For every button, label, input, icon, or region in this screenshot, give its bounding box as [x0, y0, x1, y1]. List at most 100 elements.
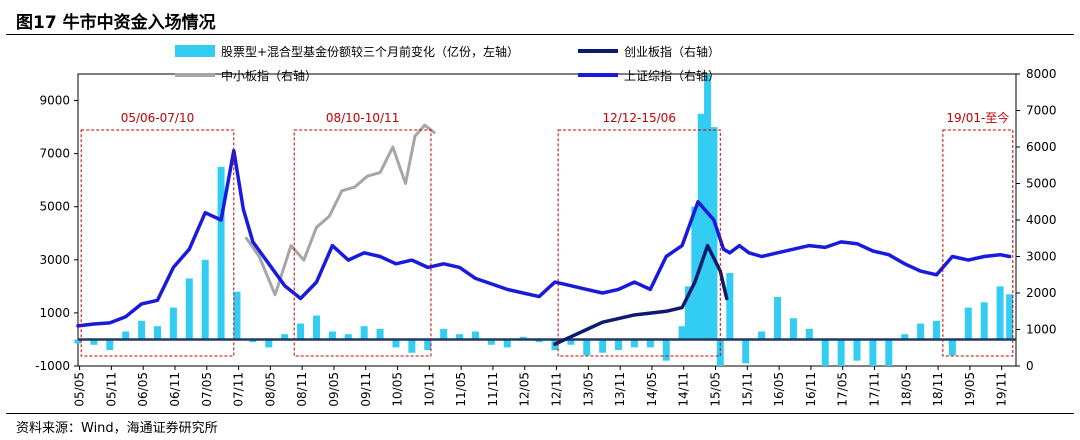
fund-bar: [408, 339, 416, 353]
right-tick-label: 7000: [1026, 104, 1057, 118]
fund-bar: [948, 339, 956, 356]
fund-bar: [138, 320, 146, 340]
fund-bar: [615, 339, 623, 351]
fund-bar: [704, 74, 712, 340]
fund-bar: [185, 278, 193, 340]
period-label: 08/10-10/11: [326, 111, 400, 125]
x-tick-label: 08/05: [263, 372, 277, 407]
left-tick-label: 1000: [39, 306, 70, 320]
chart-title: 图17 牛市中资金入场情况: [16, 13, 216, 33]
fund-bar: [312, 315, 320, 340]
x-tick-label: 11/11: [486, 372, 500, 407]
x-tick-label: 09/05: [327, 372, 341, 407]
fund-bar: [122, 331, 130, 340]
fund-bar: [153, 326, 161, 340]
fund-bar: [376, 328, 384, 340]
x-tick-label: 07/11: [232, 372, 246, 407]
fund-bar: [106, 339, 114, 351]
legend-label: 上证综指（右轴）: [624, 68, 720, 83]
x-tick-label: 13/05: [581, 372, 595, 407]
fund-bar: [74, 339, 82, 344]
right-tick-label: 2000: [1026, 286, 1057, 300]
fund-bar: [599, 339, 607, 353]
x-tick-label: 13/11: [613, 372, 627, 407]
fund-bar: [471, 331, 479, 340]
fund-bar: [249, 339, 257, 343]
x-tick-label: 18/11: [931, 372, 945, 407]
fund-bar: [774, 296, 782, 340]
x-tick-label: 17/05: [836, 372, 850, 407]
fund-bar: [646, 339, 654, 348]
x-tick-label: 09/11: [359, 372, 373, 407]
x-tick-label: 15/11: [740, 372, 754, 407]
x-tick-label: 19/05: [963, 372, 977, 407]
x-tick-label: 14/05: [645, 372, 659, 407]
chinext-index-line: [553, 243, 729, 346]
x-tick-label: 05/11: [104, 372, 118, 407]
left-tick-label: -1000: [35, 359, 70, 373]
fund-bar: [233, 291, 241, 340]
left-tick-label: 7000: [39, 147, 70, 161]
period-box: [293, 129, 432, 357]
period-box: [557, 129, 721, 357]
period-label: 05/06-07/10: [121, 111, 195, 125]
x-tick-label: 05/05: [73, 372, 87, 407]
fund-bar: [535, 339, 543, 343]
x-tick-label: 17/11: [868, 372, 882, 407]
x-tick-label: 15/05: [709, 372, 723, 407]
fund-bar: [964, 307, 972, 340]
fund-bar: [869, 339, 877, 366]
fund-bar: [901, 334, 909, 340]
left-tick-label: 3000: [39, 253, 70, 267]
x-tick-label: 11/05: [454, 372, 468, 407]
source-note: 资料来源：Wind，海通证券研究所: [16, 421, 218, 436]
fund-bar: [424, 339, 432, 351]
fund-bar: [684, 286, 692, 340]
fund-bar: [567, 339, 575, 345]
x-tick-label: 12/05: [518, 372, 532, 407]
x-tick-label: 16/05: [772, 372, 786, 407]
fund-bar: [662, 339, 670, 361]
fund-bar: [440, 328, 448, 340]
period-label: 19/01-至今: [946, 110, 1009, 125]
fund-bar: [456, 334, 464, 340]
fund-bar: [519, 336, 527, 340]
x-tick-label: 14/11: [677, 372, 691, 407]
fund-bar: [805, 328, 813, 340]
legend-label: 中小板指（右轴）: [221, 68, 317, 83]
right-tick-label: 0: [1026, 359, 1034, 373]
x-tick-label: 07/05: [200, 372, 214, 407]
x-tick-label: 18/05: [899, 372, 913, 407]
fund-bar: [697, 113, 705, 340]
right-tick-label: 4000: [1026, 213, 1057, 227]
right-tick-label: 6000: [1026, 140, 1057, 154]
fund-bar: [885, 339, 893, 366]
fund-bar: [487, 339, 495, 345]
fund-bar: [503, 339, 511, 348]
fund-bar: [789, 318, 797, 340]
fund-bar: [583, 339, 591, 356]
fund-bar: [980, 302, 988, 340]
right-tick-label: 1000: [1026, 323, 1057, 337]
fund-bar: [201, 259, 209, 340]
x-tick-label: 10/05: [391, 372, 405, 407]
legend-swatch: [175, 45, 215, 57]
title-rule: [6, 34, 1074, 35]
x-tick-label: 10/11: [422, 372, 436, 407]
fund-bar: [691, 206, 699, 340]
right-tick-label: 5000: [1026, 177, 1057, 191]
fund-bar: [726, 273, 734, 340]
fund-bar: [392, 339, 400, 348]
period-box: [80, 129, 235, 357]
fund-bar: [217, 166, 225, 340]
fund-bar: [742, 339, 750, 364]
fund-bar: [853, 339, 861, 361]
fund-bar: [996, 286, 1004, 340]
fund-bar: [90, 339, 98, 345]
legend-label: 股票型+混合型基金份额较三个月前变化（亿份，左轴）: [221, 44, 519, 59]
fund-bar: [758, 331, 766, 340]
x-tick-label: 06/11: [168, 372, 182, 407]
fund-bar: [281, 334, 289, 340]
x-tick-label: 19/11: [995, 372, 1009, 407]
